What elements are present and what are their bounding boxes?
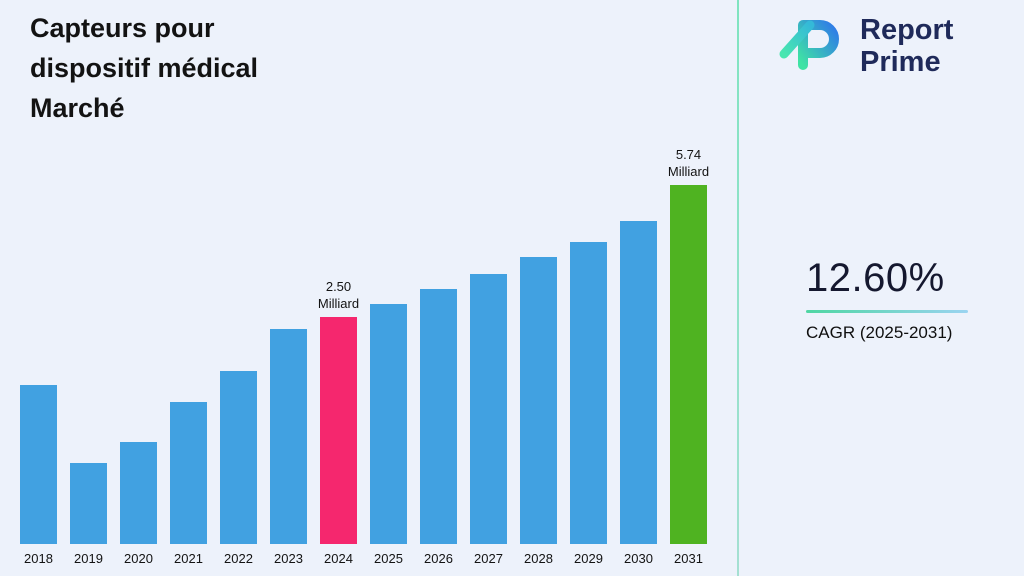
bar-column-2018: 2018	[20, 385, 57, 566]
bar-column-2021: 2021	[170, 402, 207, 566]
bar-column-2030: 2030	[620, 221, 657, 566]
x-tick-2018: 2018	[24, 551, 53, 566]
x-tick-2024: 2024	[324, 551, 353, 566]
x-tick-2023: 2023	[274, 551, 303, 566]
bar-column-2026: 2026	[420, 289, 457, 566]
bar-2029	[570, 242, 607, 544]
chart-title-line1: Capteurs pour	[30, 13, 215, 43]
logo-word-prime: Prime	[860, 45, 941, 78]
cagr-value: 12.60%	[806, 256, 945, 300]
chart-title-line2: dispositif médical	[30, 53, 259, 83]
vertical-divider	[737, 0, 739, 576]
bar-chart: 2018 2019 2020 2021 2022 2023 2.50 Milliard 2024…	[20, 134, 710, 566]
bar-value-label-2024: 2.50 Milliard	[317, 279, 360, 311]
bar-2019	[70, 463, 107, 544]
x-tick-2027: 2027	[474, 551, 503, 566]
x-tick-2028: 2028	[524, 551, 553, 566]
x-tick-2030: 2030	[624, 551, 653, 566]
x-tick-2019: 2019	[74, 551, 103, 566]
x-tick-2026: 2026	[424, 551, 453, 566]
bar-column-2020: 2020	[120, 442, 157, 566]
cagr-stat: 12.60% CAGR (2025-2031)	[806, 256, 968, 343]
bar-column-2024: 2.50 Milliard 2024	[317, 278, 360, 566]
report-prime-logo: Report Prime	[776, 12, 953, 79]
bar-column-2028: 2028	[520, 257, 557, 566]
report-prime-logo-icon	[776, 12, 850, 79]
bar-2020	[120, 442, 157, 544]
bar-2018	[20, 385, 57, 544]
bar-2023	[270, 329, 307, 544]
bar-value-label-2031: 5.74 Milliard	[667, 147, 710, 179]
chart-title-line3: Marché	[30, 93, 125, 123]
bar-2022	[220, 371, 257, 544]
cagr-label: CAGR (2025-2031)	[806, 323, 953, 342]
x-tick-2022: 2022	[224, 551, 253, 566]
cagr-underline	[806, 310, 968, 313]
bar-2028	[520, 257, 557, 544]
bar-2030	[620, 221, 657, 544]
x-tick-2025: 2025	[374, 551, 403, 566]
bar-column-2019: 2019	[70, 463, 107, 566]
bar-column-2029: 2029	[570, 242, 607, 566]
bar-column-2031: 5.74 Milliard 2031	[667, 146, 710, 566]
bar-2024	[320, 317, 357, 544]
bar-2026	[420, 289, 457, 544]
x-tick-2021: 2021	[174, 551, 203, 566]
bar-2025	[370, 304, 407, 544]
report-prime-wordmark: Report Prime	[860, 14, 953, 78]
x-tick-2029: 2029	[574, 551, 603, 566]
bar-2027	[470, 274, 507, 544]
bar-column-2023: 2023	[270, 329, 307, 566]
logo-word-report: Report	[860, 13, 954, 46]
bar-column-2022: 2022	[220, 371, 257, 566]
bar-2021	[170, 402, 207, 544]
bar-column-2025: 2025	[370, 304, 407, 566]
bar-column-2027: 2027	[470, 274, 507, 566]
chart-title: Capteurs pour dispositif médical Marché	[30, 8, 450, 128]
bar-2031	[670, 185, 707, 544]
x-tick-2020: 2020	[124, 551, 153, 566]
x-tick-2031: 2031	[674, 551, 703, 566]
